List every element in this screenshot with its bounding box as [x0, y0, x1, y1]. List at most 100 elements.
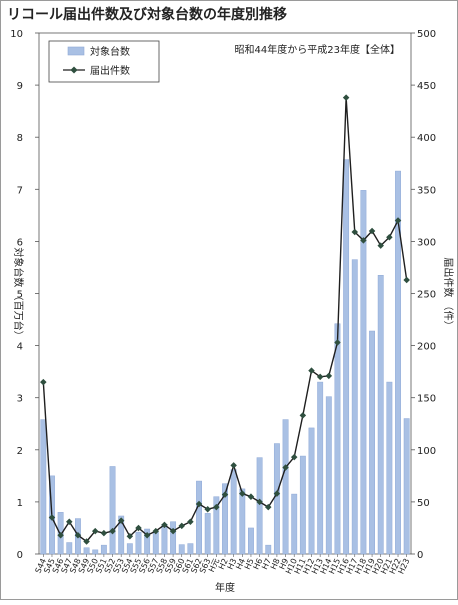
y-left-tick-label: 1: [17, 498, 23, 509]
line-point: [403, 276, 410, 284]
y-left-tick-label: 3: [17, 394, 23, 405]
bar: [248, 527, 254, 555]
y-right-tick-label: 100: [417, 446, 436, 457]
line-point: [135, 524, 142, 532]
y-axis-right-label: 届出件数 （件）: [442, 257, 455, 330]
bar: [308, 427, 315, 555]
x-tick-label: H5: [243, 557, 256, 571]
bar: [395, 170, 401, 555]
line-point: [247, 493, 255, 500]
bar: [282, 419, 289, 555]
y-left-tick-label: 9: [17, 81, 23, 92]
y-left-tick-label: 10: [10, 29, 23, 40]
x-tick-label: H8: [269, 557, 282, 571]
y-right-tick-label: 500: [417, 29, 436, 40]
x-tick-label: H7: [260, 557, 273, 571]
y-right-tick-label: 250: [417, 290, 436, 301]
bar: [386, 381, 393, 555]
y-axis-left-label: 対象台数 （百万台）: [12, 247, 25, 340]
bar: [360, 190, 367, 555]
bar: [66, 542, 73, 555]
bar: [109, 466, 116, 555]
bar: [273, 443, 280, 555]
bar: [213, 496, 220, 555]
line-point: [351, 228, 359, 236]
line-series: [40, 94, 410, 545]
line-point: [273, 490, 281, 497]
line-point: [221, 491, 229, 498]
y-left-tick-label: 6: [17, 237, 23, 248]
legend-marker: [70, 66, 78, 74]
legend-line-label: 届出件数: [90, 64, 130, 77]
line-point: [83, 538, 90, 545]
bar: [100, 544, 107, 555]
bar: [239, 488, 246, 555]
bar: [83, 547, 90, 555]
line-point: [91, 527, 99, 535]
bar: [161, 524, 168, 555]
axes: [35, 32, 415, 557]
bar: [403, 418, 410, 555]
bar: [144, 528, 151, 555]
line-point: [316, 373, 324, 381]
subtitle: 昭和44年度から平成23年度【全体】: [235, 43, 400, 56]
bar: [256, 457, 263, 555]
line-point: [230, 462, 237, 469]
legend-box: [48, 40, 160, 83]
bar: [334, 323, 341, 555]
line-point: [386, 233, 393, 241]
bar: [325, 396, 332, 555]
line-point: [265, 503, 272, 511]
line-point: [204, 505, 211, 513]
line-point: [100, 529, 108, 537]
line-point: [256, 498, 263, 506]
y-right-tick-label: 0: [417, 550, 423, 561]
line-point: [334, 339, 341, 346]
bar: [187, 543, 194, 555]
bar: [40, 419, 47, 555]
bar: [291, 493, 298, 555]
tick-labels: 0123456789100501001502002503003504004505…: [10, 29, 436, 576]
bar: [135, 531, 142, 555]
bar: [230, 469, 237, 555]
line-point: [282, 464, 289, 471]
bar: [92, 549, 99, 555]
y-right-tick-label: 200: [417, 342, 436, 353]
x-tick-label: H9: [278, 557, 291, 571]
x-tick-label: H6: [252, 557, 265, 571]
y-right-tick-label: 450: [417, 81, 436, 92]
line-point: [299, 412, 307, 419]
line-point: [178, 522, 185, 530]
bar: [343, 159, 350, 555]
line-point: [152, 527, 160, 535]
line-point: [394, 217, 402, 224]
bar: [317, 381, 324, 555]
line-point: [239, 490, 246, 497]
y-left-tick-label: 0: [17, 550, 23, 561]
y-right-tick-label: 350: [417, 185, 436, 196]
legend-bar-label: 対象台数: [90, 45, 130, 58]
x-tick-label: H3: [226, 557, 239, 571]
y-right-tick-label: 400: [417, 133, 436, 144]
bar: [170, 521, 177, 555]
bar: [204, 513, 211, 555]
legend: 対象台数 届出件数: [48, 40, 160, 83]
y-right-tick-label: 150: [417, 394, 436, 405]
line-point: [290, 453, 298, 461]
chart-title: リコール届出件数及び対象台数の年度別推移: [7, 6, 287, 23]
y-right-tick-label: 50: [417, 498, 430, 509]
line-point: [325, 372, 333, 380]
bar: [222, 483, 228, 555]
line-point: [195, 500, 203, 508]
line-point: [161, 521, 168, 529]
line-point: [342, 94, 350, 101]
y-left-tick-label: 2: [17, 446, 23, 457]
line-point: [40, 378, 47, 386]
bar: [118, 515, 125, 555]
line-point: [360, 237, 367, 244]
line-point: [187, 518, 194, 525]
y-left-tick-label: 8: [17, 133, 23, 144]
y-left-tick-label: 5: [17, 290, 23, 301]
